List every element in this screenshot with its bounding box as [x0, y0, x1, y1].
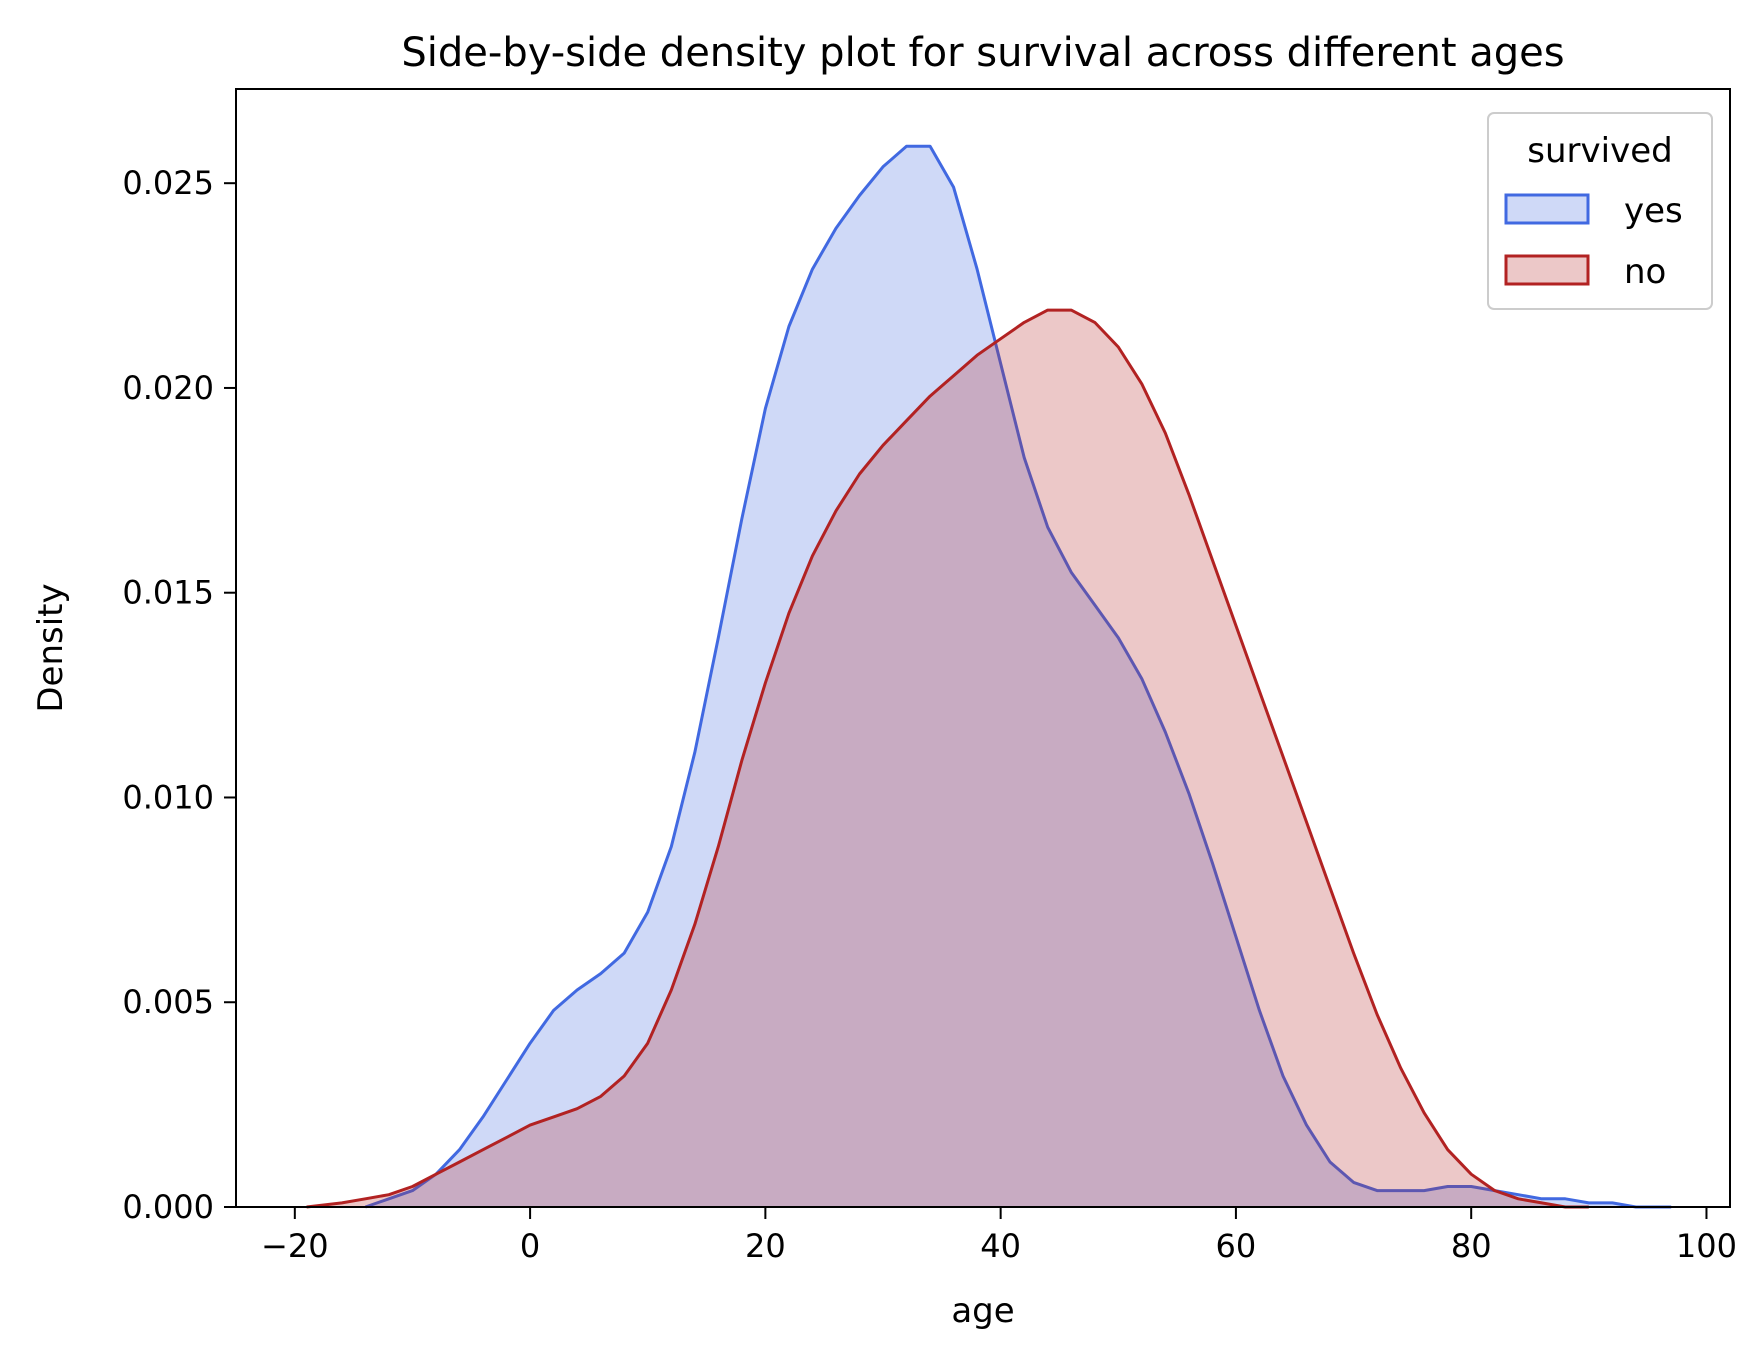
- axes-frame: [235, 88, 1731, 1208]
- x-axis-label: age: [951, 1291, 1014, 1331]
- density-fill-yes: [365, 146, 1672, 1207]
- x-tick-label: 20: [745, 1227, 786, 1265]
- legend: survived yes no: [1487, 112, 1713, 310]
- density-line-no: [306, 308, 1589, 1209]
- y-tick-label: 0.020: [122, 369, 214, 407]
- density-line-yes: [364, 144, 1672, 1209]
- legend-frame: [1487, 112, 1713, 310]
- y-axis-ticks: 0.000 0.005 0.010 0.015 0.020 0.025: [122, 164, 236, 1226]
- density-areas: [306, 144, 1672, 1209]
- legend-swatch-yes: [1504, 193, 1590, 225]
- y-tick-label: 0.025: [122, 164, 214, 202]
- y-tick-label: 0.010: [122, 778, 214, 816]
- y-axis-label: Density: [31, 583, 71, 712]
- x-tick-label: 40: [980, 1227, 1021, 1265]
- y-tick-label: 0.015: [122, 574, 214, 612]
- x-axis-ticks: −20 0 20 40 60 80 100: [261, 1207, 1737, 1265]
- legend-label-yes: yes: [1624, 191, 1683, 231]
- x-tick-label: 80: [1451, 1227, 1492, 1265]
- x-tick-label: 100: [1676, 1227, 1737, 1265]
- y-tick-label: 0.005: [122, 983, 214, 1021]
- legend-label-no: no: [1624, 252, 1666, 292]
- x-tick-label: 0: [520, 1227, 540, 1265]
- x-tick-label: 60: [1216, 1227, 1257, 1265]
- legend-swatch-no: [1504, 254, 1590, 286]
- chart-title: Side-by-side density plot for survival a…: [401, 30, 1564, 76]
- x-tick-label: −20: [261, 1227, 329, 1265]
- legend-title: survived: [1527, 131, 1672, 171]
- y-tick-label: 0.000: [122, 1188, 214, 1226]
- density-fill-no: [306, 310, 1589, 1208]
